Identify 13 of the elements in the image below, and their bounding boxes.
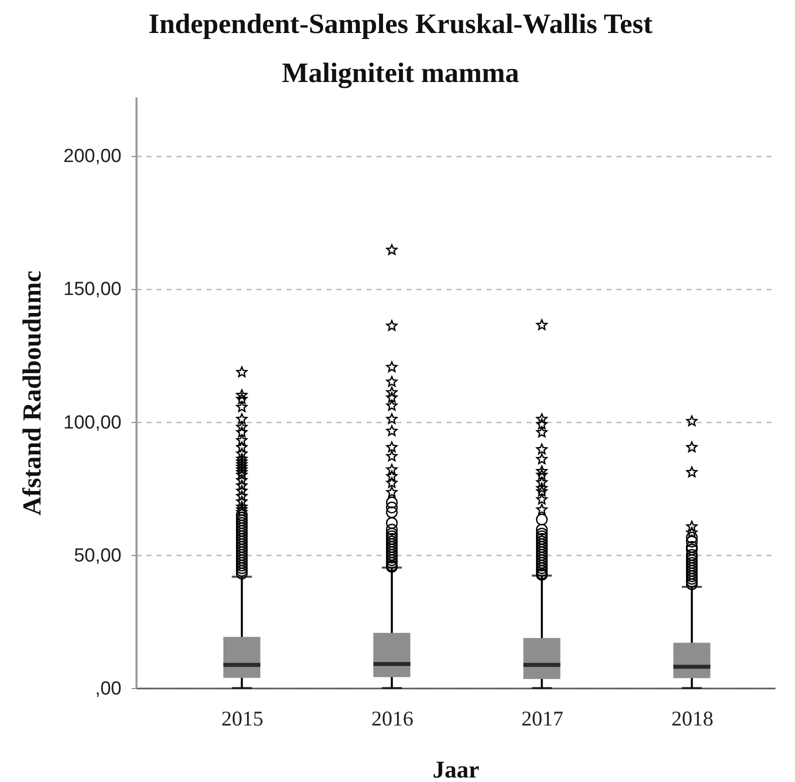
x-tick-label: 2016 bbox=[371, 706, 414, 730]
x-tick-label: 2018 bbox=[671, 706, 714, 730]
chart-title: Independent-Samples Kruskal-Wallis Test bbox=[148, 9, 654, 40]
x-tick-label: 2017 bbox=[521, 706, 564, 730]
y-tick-label: 200,00 bbox=[63, 146, 122, 168]
x-axis-title: Jaar bbox=[432, 758, 480, 782]
y-tick-label: 50,00 bbox=[74, 545, 122, 566]
chart-subtitle: Maligniteit mamma bbox=[282, 58, 520, 89]
y-axis-title: Afstand Radboudumc bbox=[17, 270, 46, 516]
x-tick-label: 2015 bbox=[221, 706, 264, 730]
y-tick-label: 150,00 bbox=[63, 279, 122, 300]
y-tick-label: 100,00 bbox=[63, 412, 122, 434]
y-tick-label: ,00 bbox=[95, 678, 122, 700]
